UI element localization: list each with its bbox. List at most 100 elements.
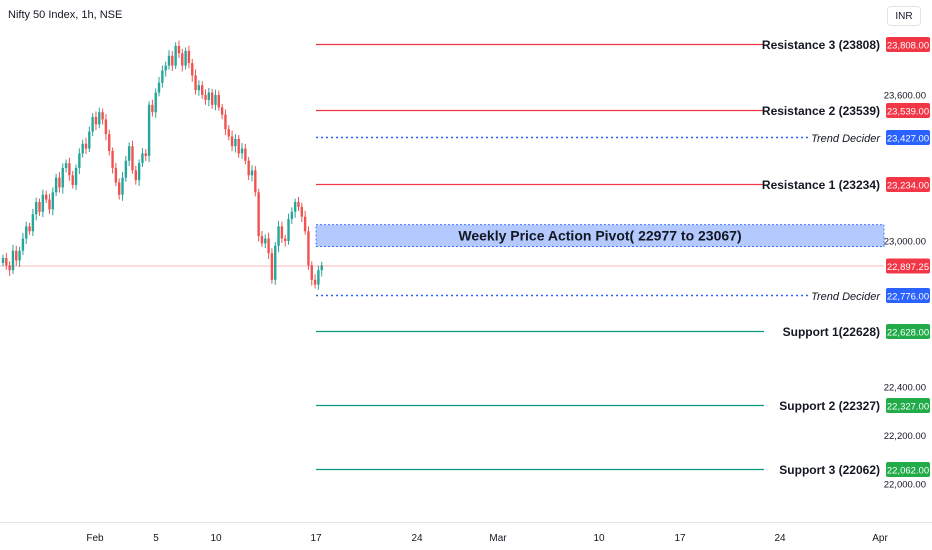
level-label: Support 3 (22062)	[779, 463, 880, 477]
price-tag-label: 22,062.00	[887, 465, 929, 476]
candle-body	[250, 170, 254, 176]
candle-body	[71, 175, 74, 185]
x-tick-label: 17	[674, 533, 686, 544]
candle-body	[270, 253, 274, 280]
candle-body	[297, 202, 300, 207]
candle-body	[280, 226, 284, 239]
price-tag-label: 22,628.00	[887, 327, 929, 338]
candle-body	[134, 170, 137, 181]
candle-body	[210, 92, 214, 105]
candle-body	[15, 250, 18, 261]
candle-body	[94, 117, 98, 125]
candle-body	[277, 226, 280, 246]
candle-body	[234, 138, 237, 147]
candle-body	[147, 104, 151, 156]
candle-body	[310, 265, 313, 280]
candle-body	[191, 63, 194, 76]
candle-body	[257, 192, 260, 237]
candle-body	[151, 104, 154, 113]
candle-body	[154, 92, 157, 113]
candle-body	[320, 265, 323, 271]
level-label: Resistance 1 (23234)	[762, 178, 880, 192]
candle-body	[91, 117, 94, 132]
x-tick-label: Mar	[489, 533, 507, 544]
price-tag-label: 23,234.00	[887, 180, 929, 191]
candle-body	[108, 134, 111, 152]
candle-body	[118, 182, 121, 195]
candle-body	[194, 75, 197, 91]
price-tag-label: 23,539.00	[887, 106, 929, 117]
price-tag	[886, 324, 930, 339]
candle-body	[74, 167, 78, 185]
candle-body	[207, 92, 211, 100]
last-price-tag-label: 22,897.25	[887, 262, 929, 273]
candle-body	[81, 143, 84, 154]
candle-body	[177, 45, 181, 54]
candle-body	[307, 231, 310, 266]
x-tick-label: 5	[153, 533, 159, 544]
level-label: Support 1(22628)	[783, 325, 880, 339]
candle-body	[317, 270, 320, 285]
candle-body	[58, 177, 61, 188]
candle-body	[227, 129, 230, 137]
y-tick-label: 22,400.00	[884, 383, 926, 394]
candle-body	[300, 206, 303, 217]
price-tag	[886, 288, 930, 303]
candle-body	[237, 138, 240, 154]
candle-body	[214, 95, 217, 105]
candle-body	[88, 131, 91, 149]
candle-body	[264, 238, 267, 244]
y-tick-label: 23,600.00	[884, 91, 926, 102]
candle-body	[141, 153, 144, 164]
candle-body	[260, 236, 264, 244]
candle-body	[181, 53, 184, 66]
candle-body	[287, 219, 290, 241]
candle-body	[61, 167, 64, 188]
candle-body	[38, 202, 41, 212]
candle-body	[224, 114, 227, 130]
candle-body	[54, 177, 58, 193]
candle-body	[197, 85, 201, 91]
candle-body	[1, 258, 5, 263]
level-label: Trend Decider	[811, 291, 881, 303]
candle-body	[171, 55, 174, 66]
candle-body	[220, 107, 224, 115]
candle-body	[187, 50, 191, 64]
price-tag	[886, 398, 930, 413]
candle-body	[84, 143, 88, 149]
x-tick-label: 10	[210, 533, 222, 544]
candle-body	[18, 250, 21, 261]
candle-body	[5, 258, 8, 266]
x-tick-label: 24	[411, 533, 423, 544]
candle-body	[164, 65, 167, 71]
last-price-tag	[886, 258, 930, 274]
price-tag	[886, 130, 930, 145]
candle-body	[51, 192, 54, 210]
price-tag-label: 23,808.00	[887, 40, 929, 51]
candle-body	[11, 250, 15, 271]
candle-body	[31, 214, 35, 232]
price-tag	[886, 103, 930, 118]
x-tick-label: 10	[593, 533, 605, 544]
candle-body	[21, 238, 25, 251]
symbol-title: Nifty 50 Index, 1h, NSE	[8, 9, 123, 21]
candle-body	[157, 82, 161, 93]
candle-body	[64, 163, 68, 168]
candle-body	[247, 160, 250, 176]
candle-body	[137, 163, 141, 181]
candle-body	[290, 211, 294, 220]
level-label: Trend Decider	[811, 133, 881, 145]
candle-body	[8, 265, 11, 271]
price-tag-label: 23,427.00	[887, 133, 929, 144]
price-axis: 23,808.00 23,539.00 23,427.00 23,234.00 22,7…	[884, 37, 930, 490]
price-levels: Weekly Price Action Pivot( 22977 to 2306…	[0, 38, 885, 477]
candle-body	[98, 112, 101, 125]
candle-body	[131, 146, 134, 171]
candle-body	[101, 112, 104, 120]
candle-body	[104, 119, 108, 135]
x-tick-label: Apr	[872, 533, 888, 544]
candle-body	[174, 45, 177, 66]
candle-body	[121, 177, 124, 195]
currency-button[interactable]: INR	[887, 6, 921, 26]
